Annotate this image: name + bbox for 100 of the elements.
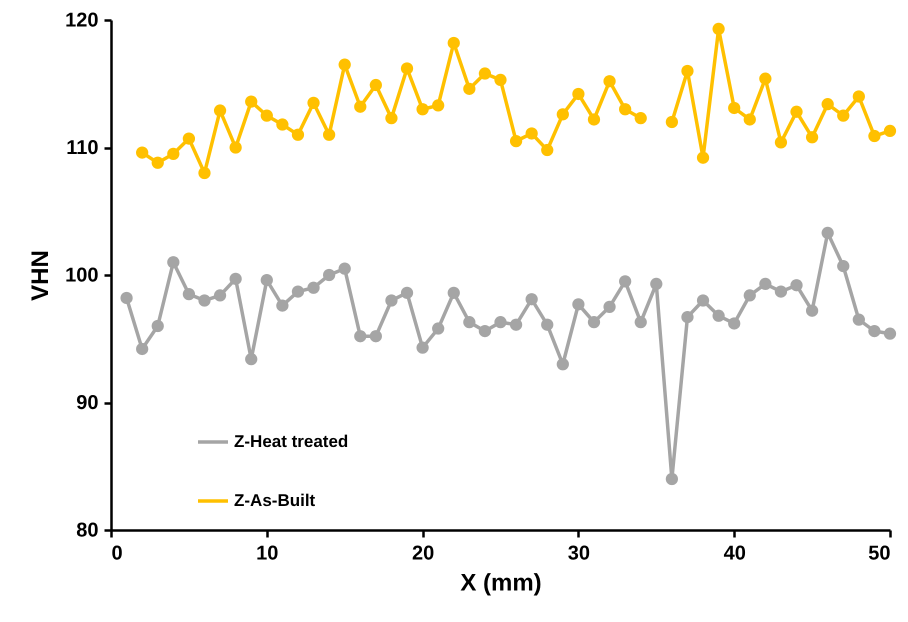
point: [759, 278, 772, 290]
point: [588, 316, 600, 328]
point: [448, 36, 460, 50]
point: [120, 292, 133, 304]
point: [152, 156, 164, 169]
y-axis-title: VHN: [27, 250, 54, 301]
point: [385, 112, 398, 124]
point: [167, 148, 180, 160]
point: [634, 316, 647, 328]
point: [822, 98, 834, 110]
point: [619, 275, 632, 288]
point: [526, 127, 538, 140]
point: [868, 324, 881, 338]
point: [572, 298, 585, 310]
point: [463, 316, 476, 328]
point: [884, 328, 896, 340]
point: [354, 100, 366, 113]
point: [696, 294, 710, 307]
point: [837, 110, 850, 122]
point: [634, 112, 647, 124]
point: [868, 130, 881, 142]
point: [681, 64, 694, 78]
point: [292, 285, 304, 298]
point: [478, 67, 492, 80]
x-tick-label: 0: [112, 542, 123, 564]
point: [852, 314, 865, 326]
point: [152, 320, 164, 332]
point: [276, 118, 289, 131]
point: [619, 103, 632, 116]
point: [588, 113, 600, 126]
point: [322, 128, 336, 141]
x-tick-label: 30: [568, 542, 590, 564]
y-tick-label: 100: [65, 264, 98, 286]
point: [182, 132, 196, 145]
point: [603, 75, 616, 88]
point: [774, 136, 788, 149]
point: [759, 72, 772, 85]
point: [260, 110, 273, 122]
point: [526, 293, 538, 306]
point: [214, 289, 226, 302]
point: [432, 99, 444, 112]
x-tick-label: 40: [724, 542, 746, 564]
legend-label: Z-As-Built: [234, 491, 316, 510]
y-tick-label: 90: [76, 392, 98, 414]
point: [276, 299, 289, 312]
point: [448, 286, 460, 299]
point: [416, 342, 429, 354]
point: [354, 330, 366, 342]
x-tick-label: 10: [256, 542, 278, 564]
point: [136, 342, 148, 356]
point: [245, 95, 258, 108]
point: [136, 146, 148, 159]
point: [744, 113, 756, 126]
point: [198, 166, 211, 180]
point: [852, 90, 865, 103]
point: [400, 286, 414, 299]
point: [400, 62, 414, 75]
point: [837, 260, 850, 272]
point: [556, 108, 569, 120]
point: [370, 78, 382, 92]
point: [650, 278, 662, 290]
x-tick-label: 50: [868, 542, 890, 564]
point: [510, 135, 522, 148]
point: [774, 285, 788, 298]
point: [790, 279, 803, 292]
point: [230, 141, 242, 154]
point: [494, 316, 507, 328]
point: [822, 226, 834, 240]
point: [541, 318, 554, 331]
point: [806, 304, 818, 317]
point: [556, 358, 569, 370]
point: [463, 82, 476, 95]
point: [510, 318, 522, 331]
point: [494, 74, 507, 86]
point: [198, 294, 211, 307]
point: [214, 104, 226, 117]
point: [432, 322, 444, 335]
point: [182, 288, 196, 300]
point: [666, 472, 678, 486]
legend-label: Z-Heat treated: [234, 432, 348, 451]
point: [681, 310, 694, 324]
point: [307, 96, 320, 109]
y-tick-label: 110: [66, 137, 98, 159]
point: [712, 310, 725, 322]
point: [884, 124, 896, 138]
point: [292, 128, 304, 141]
point: [790, 106, 803, 118]
point: [245, 353, 258, 366]
point: [167, 256, 180, 268]
point: [416, 103, 429, 116]
point: [541, 144, 554, 156]
point: [806, 131, 818, 144]
point: [322, 268, 336, 282]
point: [260, 274, 273, 286]
point: [728, 317, 740, 330]
point: [230, 272, 242, 285]
y-tick-label: 120: [65, 10, 98, 32]
point: [728, 102, 740, 114]
point: [666, 116, 678, 128]
point: [603, 300, 616, 313]
